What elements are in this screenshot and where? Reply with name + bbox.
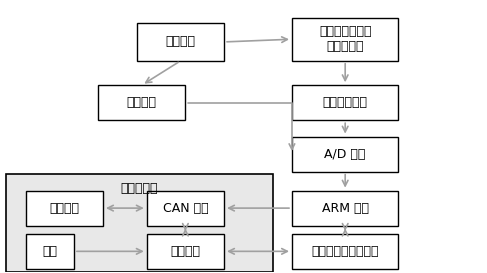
Text: 数据处理: 数据处理 — [49, 201, 79, 215]
FancyBboxPatch shape — [292, 85, 398, 120]
Text: 逻辑判断: 逻辑判断 — [170, 245, 200, 258]
FancyBboxPatch shape — [6, 174, 273, 272]
FancyBboxPatch shape — [147, 234, 224, 269]
Text: 巡检夹（针）和
采集电路板: 巡检夹（针）和 采集电路板 — [319, 25, 372, 53]
FancyBboxPatch shape — [26, 191, 103, 226]
FancyBboxPatch shape — [147, 191, 224, 226]
FancyBboxPatch shape — [137, 23, 224, 61]
Text: 蓄电池组: 蓄电池组 — [166, 35, 196, 48]
Text: CAN 通讯: CAN 通讯 — [163, 201, 208, 215]
Text: 基准: 基准 — [42, 245, 57, 258]
FancyBboxPatch shape — [292, 17, 398, 61]
Text: A/D 转换: A/D 转换 — [324, 148, 366, 161]
Text: 巡检模块和显控模块: 巡检模块和显控模块 — [312, 245, 379, 258]
Text: 温度传感: 温度传感 — [127, 96, 157, 109]
FancyBboxPatch shape — [98, 85, 186, 120]
Text: 限流过压保护: 限流过压保护 — [323, 96, 368, 109]
Text: 数据调理板: 数据调理板 — [121, 182, 158, 195]
FancyBboxPatch shape — [292, 191, 398, 226]
FancyBboxPatch shape — [26, 234, 74, 269]
FancyBboxPatch shape — [292, 234, 398, 269]
Text: ARM 芯片: ARM 芯片 — [322, 201, 369, 215]
FancyBboxPatch shape — [292, 136, 398, 172]
